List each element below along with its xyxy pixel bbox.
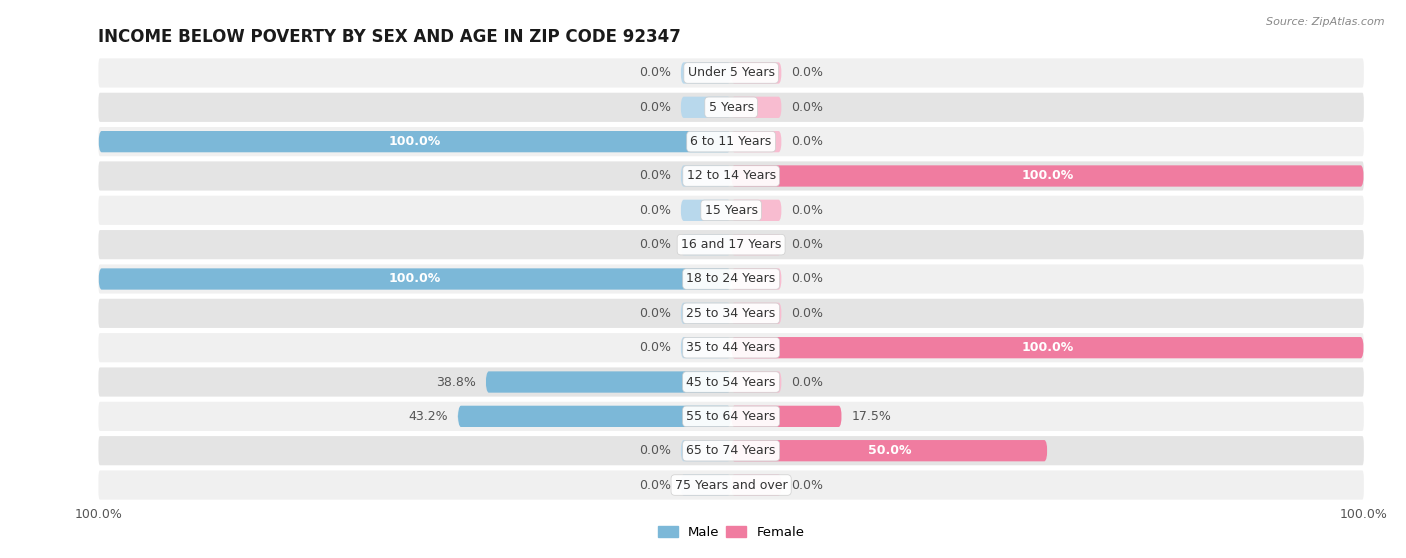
Text: 15 Years: 15 Years (704, 204, 758, 217)
FancyBboxPatch shape (731, 302, 782, 324)
Text: 35 to 44 Years: 35 to 44 Years (686, 341, 776, 354)
Text: 6 to 11 Years: 6 to 11 Years (690, 135, 772, 148)
FancyBboxPatch shape (681, 234, 731, 256)
Text: 0.0%: 0.0% (792, 66, 824, 79)
FancyBboxPatch shape (458, 406, 731, 427)
FancyBboxPatch shape (681, 337, 731, 358)
FancyBboxPatch shape (731, 474, 782, 496)
FancyBboxPatch shape (681, 62, 731, 84)
Text: 0.0%: 0.0% (792, 238, 824, 251)
Text: Under 5 Years: Under 5 Years (688, 66, 775, 79)
Text: 75 Years and over: 75 Years and over (675, 479, 787, 492)
FancyBboxPatch shape (98, 470, 1364, 499)
Text: 55 to 64 Years: 55 to 64 Years (686, 410, 776, 423)
FancyBboxPatch shape (681, 474, 731, 496)
Text: 5 Years: 5 Years (709, 101, 754, 114)
FancyBboxPatch shape (731, 406, 842, 427)
FancyBboxPatch shape (98, 127, 1364, 156)
Text: 65 to 74 Years: 65 to 74 Years (686, 444, 776, 457)
Text: 12 to 14 Years: 12 to 14 Years (686, 170, 776, 182)
FancyBboxPatch shape (731, 372, 782, 393)
Text: 0.0%: 0.0% (638, 66, 671, 79)
FancyBboxPatch shape (98, 196, 1364, 225)
Legend: Male, Female: Male, Female (652, 521, 810, 545)
FancyBboxPatch shape (681, 97, 731, 118)
FancyBboxPatch shape (681, 165, 731, 186)
Text: 43.2%: 43.2% (409, 410, 449, 423)
FancyBboxPatch shape (731, 268, 782, 290)
FancyBboxPatch shape (98, 264, 1364, 294)
Text: 100.0%: 100.0% (388, 272, 441, 286)
FancyBboxPatch shape (731, 131, 782, 152)
FancyBboxPatch shape (98, 230, 1364, 259)
FancyBboxPatch shape (731, 97, 782, 118)
Text: 0.0%: 0.0% (638, 307, 671, 320)
FancyBboxPatch shape (98, 333, 1364, 362)
FancyBboxPatch shape (98, 402, 1364, 431)
Text: 17.5%: 17.5% (851, 410, 891, 423)
Text: 100.0%: 100.0% (1021, 341, 1074, 354)
FancyBboxPatch shape (98, 268, 731, 290)
FancyBboxPatch shape (98, 93, 1364, 122)
Text: 0.0%: 0.0% (638, 170, 671, 182)
FancyBboxPatch shape (98, 367, 1364, 397)
Text: 0.0%: 0.0% (792, 101, 824, 114)
Text: INCOME BELOW POVERTY BY SEX AND AGE IN ZIP CODE 92347: INCOME BELOW POVERTY BY SEX AND AGE IN Z… (98, 28, 682, 46)
Text: 0.0%: 0.0% (792, 376, 824, 388)
Text: 0.0%: 0.0% (792, 479, 824, 492)
FancyBboxPatch shape (731, 234, 782, 256)
Text: 0.0%: 0.0% (638, 479, 671, 492)
Text: 0.0%: 0.0% (638, 444, 671, 457)
Text: Source: ZipAtlas.com: Source: ZipAtlas.com (1267, 17, 1385, 27)
FancyBboxPatch shape (681, 200, 731, 221)
Text: 0.0%: 0.0% (792, 135, 824, 148)
Text: 0.0%: 0.0% (792, 204, 824, 217)
FancyBboxPatch shape (98, 161, 1364, 191)
FancyBboxPatch shape (98, 299, 1364, 328)
Text: 18 to 24 Years: 18 to 24 Years (686, 272, 776, 286)
Text: 38.8%: 38.8% (436, 376, 477, 388)
Text: 0.0%: 0.0% (638, 341, 671, 354)
FancyBboxPatch shape (98, 59, 1364, 88)
FancyBboxPatch shape (731, 440, 1047, 461)
FancyBboxPatch shape (681, 440, 731, 461)
Text: 100.0%: 100.0% (388, 135, 441, 148)
FancyBboxPatch shape (98, 436, 1364, 465)
FancyBboxPatch shape (731, 165, 1364, 186)
FancyBboxPatch shape (731, 200, 782, 221)
FancyBboxPatch shape (731, 337, 1364, 358)
Text: 16 and 17 Years: 16 and 17 Years (681, 238, 782, 251)
Text: 0.0%: 0.0% (792, 272, 824, 286)
FancyBboxPatch shape (731, 62, 782, 84)
Text: 45 to 54 Years: 45 to 54 Years (686, 376, 776, 388)
FancyBboxPatch shape (681, 302, 731, 324)
FancyBboxPatch shape (485, 372, 731, 393)
Text: 0.0%: 0.0% (792, 307, 824, 320)
Text: 25 to 34 Years: 25 to 34 Years (686, 307, 776, 320)
Text: 0.0%: 0.0% (638, 238, 671, 251)
FancyBboxPatch shape (98, 131, 731, 152)
Text: 100.0%: 100.0% (1021, 170, 1074, 182)
Text: 0.0%: 0.0% (638, 101, 671, 114)
Text: 0.0%: 0.0% (638, 204, 671, 217)
Text: 50.0%: 50.0% (868, 444, 911, 457)
